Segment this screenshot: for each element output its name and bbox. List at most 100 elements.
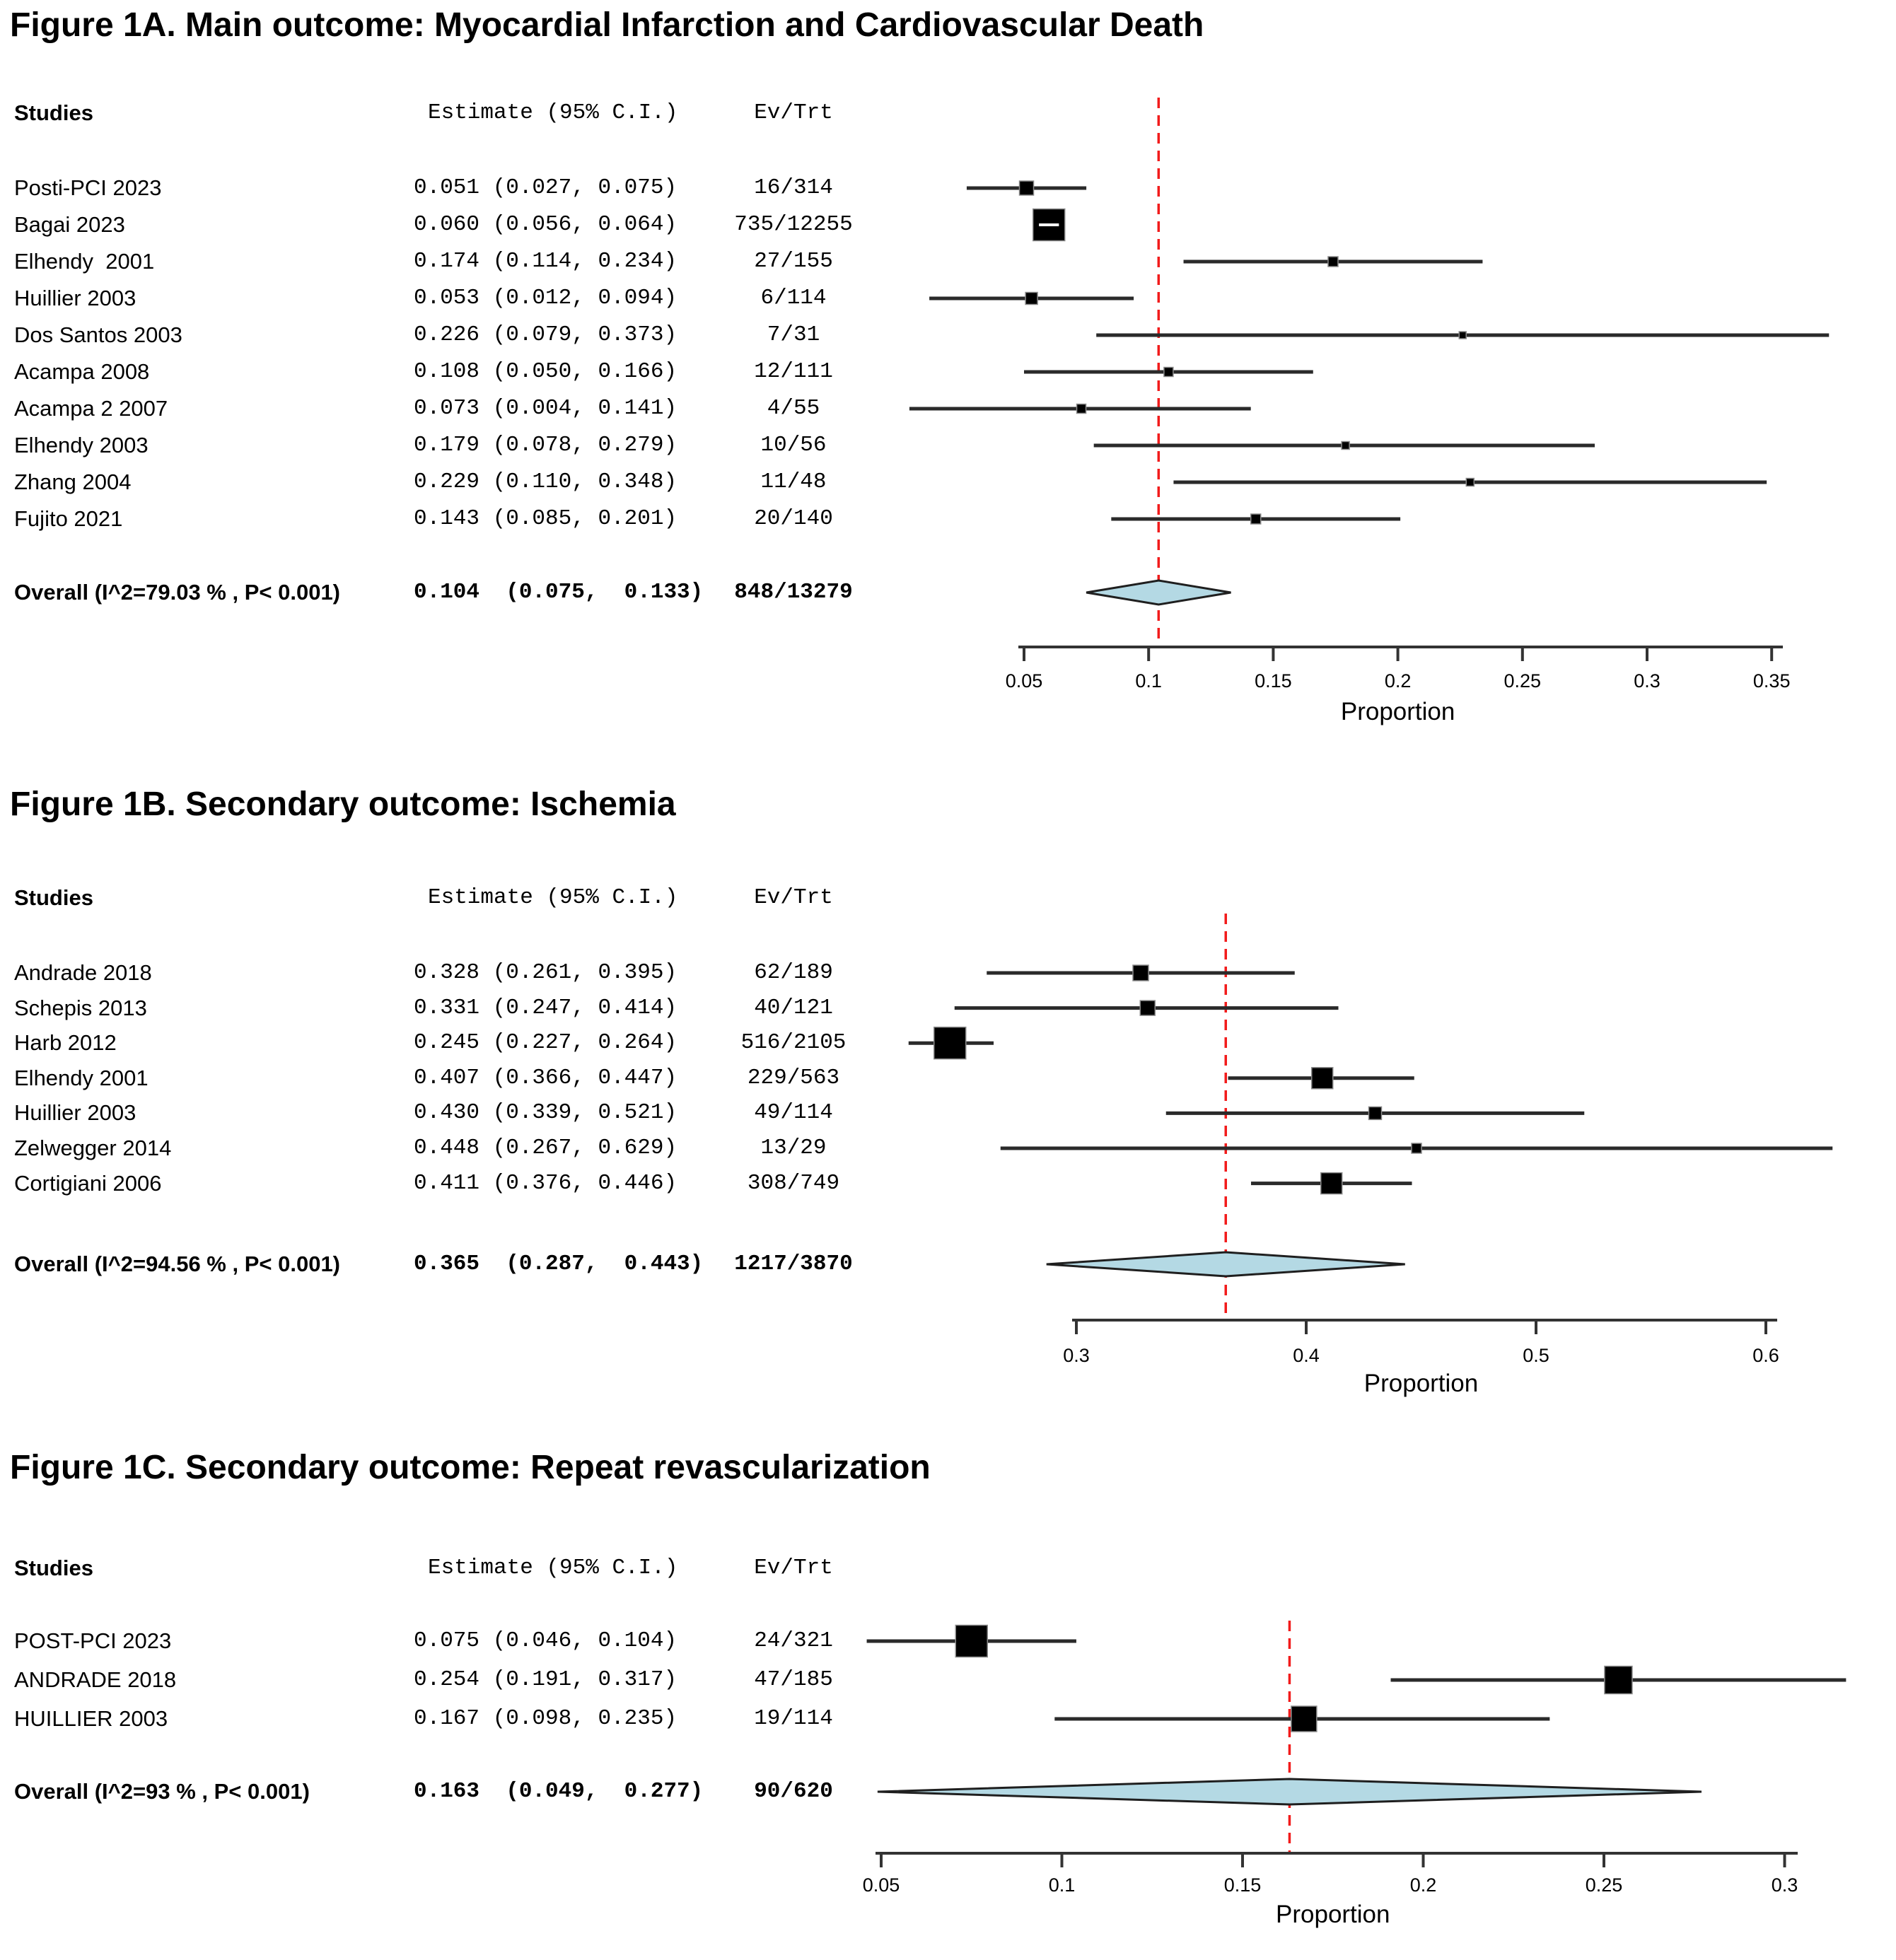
effect-marker <box>1132 964 1149 981</box>
x-tick-label: 0.05 <box>1005 670 1043 692</box>
study-name: Fujito 2021 <box>14 506 123 531</box>
study-evtrt: 47/185 <box>754 1667 833 1692</box>
column-header-estimate: Estimate (95% C.I.) <box>428 885 678 910</box>
study-name: Zelwegger 2014 <box>14 1136 172 1160</box>
effect-marker <box>1411 1143 1422 1154</box>
x-axis-label: Proportion <box>1340 698 1455 725</box>
x-tick-label: 0.15 <box>1223 1874 1262 1896</box>
effect-marker <box>1465 477 1475 487</box>
study-estimate: 0.245 (0.227, 0.264) <box>414 1030 677 1056</box>
x-tick-label: 0.25 <box>1585 1874 1623 1896</box>
overall-label: Overall (I^2=79.03 % , P< 0.001) <box>14 580 341 605</box>
effect-marker <box>1320 1172 1343 1195</box>
effect-marker <box>1250 513 1262 525</box>
study-name: Acampa 2 2007 <box>14 396 168 421</box>
overall-estimate: 0.104 (0.075, 0.133) <box>414 580 704 605</box>
effect-marker <box>1458 331 1467 339</box>
column-header-studies: Studies <box>14 1556 93 1580</box>
effect-marker <box>1341 441 1350 450</box>
overall-diamond <box>1046 1251 1405 1278</box>
column-header-evtrt: Ev/Trt <box>754 100 833 125</box>
overall-evtrt: 1217/3870 <box>734 1252 853 1276</box>
study-estimate: 0.179 (0.078, 0.279) <box>414 433 677 457</box>
overall-estimate: 0.163 (0.049, 0.277) <box>414 1779 704 1804</box>
study-name: Dos Santos 2003 <box>14 322 182 347</box>
x-tick-label: 0.2 <box>1384 670 1412 692</box>
panel-title: Figure 1B. Secondary outcome: Ischemia <box>10 786 676 823</box>
study-estimate: 0.167 (0.098, 0.235) <box>414 1706 677 1731</box>
study-estimate: 0.108 (0.050, 0.166) <box>414 359 677 384</box>
study-estimate: 0.229 (0.110, 0.348) <box>414 469 677 494</box>
overall-evtrt: 90/620 <box>754 1779 833 1804</box>
study-name: Huillier 2003 <box>14 1100 136 1126</box>
study-evtrt: 308/749 <box>747 1170 840 1196</box>
study-evtrt: 19/114 <box>754 1706 833 1731</box>
effect-marker <box>1311 1067 1334 1090</box>
study-name: Cortigiani 2006 <box>14 1170 162 1196</box>
study-name: Harb 2012 <box>14 1030 117 1056</box>
x-tick-label: 0.3 <box>1771 1874 1798 1896</box>
study-estimate: 0.328 (0.261, 0.395) <box>414 960 677 985</box>
study-evtrt: 62/189 <box>754 960 833 985</box>
study-evtrt: 516/2105 <box>740 1030 847 1056</box>
study-estimate: 0.254 (0.191, 0.317) <box>414 1667 677 1692</box>
study-evtrt: 10/56 <box>760 433 827 457</box>
study-estimate: 0.407 (0.366, 0.447) <box>414 1065 677 1090</box>
study-evtrt: 229/563 <box>747 1065 840 1090</box>
effect-marker <box>1163 366 1174 378</box>
study-evtrt: 24/321 <box>754 1628 833 1653</box>
x-tick-label: 0.1 <box>1048 1874 1076 1896</box>
overall-diamond <box>1086 579 1231 606</box>
x-axis-label: Proportion <box>1276 1901 1390 1928</box>
effect-marker <box>955 1624 988 1658</box>
study-estimate: 0.430 (0.339, 0.521) <box>414 1100 677 1126</box>
study-name: Elhendy 2001 <box>14 1065 149 1090</box>
study-estimate: 0.411 (0.376, 0.446) <box>414 1170 677 1196</box>
x-tick-label: 0.3 <box>1634 670 1661 692</box>
study-estimate: 0.075 (0.046, 0.104) <box>414 1628 677 1653</box>
study-evtrt: 12/111 <box>754 359 833 384</box>
effect-marker <box>1025 291 1038 305</box>
x-tick-label: 0.3 <box>1063 1345 1090 1366</box>
overall-label: Overall (I^2=93 % , P< 0.001) <box>14 1779 310 1804</box>
overall-estimate: 0.365 (0.287, 0.443) <box>414 1252 704 1276</box>
effect-marker <box>1327 256 1339 267</box>
x-tick-label: 0.35 <box>1752 670 1791 692</box>
panel-title: Figure 1C. Secondary outcome: Repeat rev… <box>10 1449 931 1486</box>
study-evtrt: 11/48 <box>760 469 827 494</box>
column-header-evtrt: Ev/Trt <box>754 1556 833 1580</box>
study-name: Elhendy 2001 <box>14 249 155 274</box>
effect-marker <box>1368 1106 1383 1121</box>
x-tick-label: 0.25 <box>1504 670 1542 692</box>
overall-evtrt: 848/13279 <box>734 580 853 605</box>
study-evtrt: 4/55 <box>767 396 820 421</box>
column-header-estimate: Estimate (95% C.I.) <box>428 1556 678 1580</box>
study-evtrt: 40/121 <box>754 995 833 1020</box>
study-name: Andrade 2018 <box>14 960 152 985</box>
study-estimate: 0.174 (0.114, 0.234) <box>414 249 677 274</box>
study-estimate: 0.143 (0.085, 0.201) <box>414 506 677 531</box>
effect-marker <box>1018 180 1035 196</box>
study-name: HUILLIER 2003 <box>14 1706 168 1731</box>
study-estimate: 0.053 (0.012, 0.094) <box>414 286 677 310</box>
column-header-evtrt: Ev/Trt <box>754 885 833 910</box>
study-evtrt: 735/12255 <box>734 212 853 237</box>
study-estimate: 0.331 (0.247, 0.414) <box>414 995 677 1020</box>
study-name: Bagai 2023 <box>14 212 125 237</box>
study-evtrt: 49/114 <box>754 1100 833 1126</box>
effect-marker <box>934 1026 967 1060</box>
study-estimate: 0.448 (0.267, 0.629) <box>414 1136 677 1160</box>
effect-marker <box>1076 403 1087 414</box>
study-name: POST-PCI 2023 <box>14 1628 172 1653</box>
study-name: Acampa 2008 <box>14 359 150 384</box>
study-name: Zhang 2004 <box>14 469 132 494</box>
x-tick-label: 0.5 <box>1523 1345 1549 1366</box>
study-name: ANDRADE 2018 <box>14 1667 177 1692</box>
x-tick-label: 0.05 <box>862 1874 900 1896</box>
column-header-estimate: Estimate (95% C.I.) <box>428 100 678 125</box>
x-tick-label: 0.1 <box>1135 670 1162 692</box>
x-tick-label: 0.4 <box>1293 1345 1320 1366</box>
column-header-studies: Studies <box>14 885 93 910</box>
study-name: Posti-PCI 2023 <box>14 175 162 200</box>
